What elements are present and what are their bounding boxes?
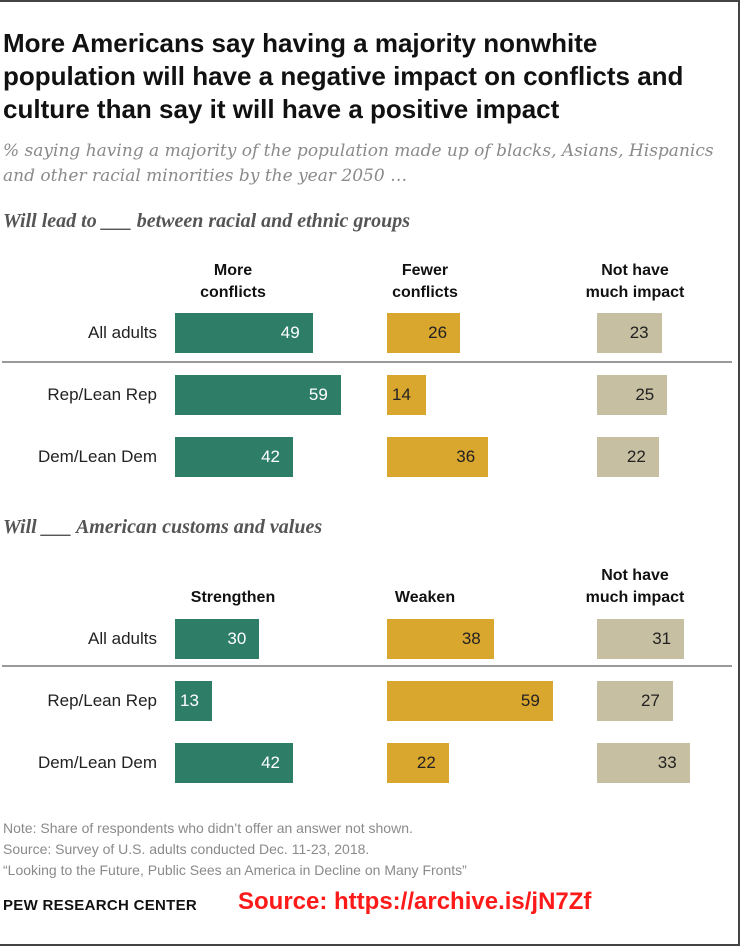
bar-fewer-conflicts-rep-lean-rep [387,375,427,415]
column-heading-line: much impact [585,589,685,606]
value-label: 42 [261,753,281,772]
bar-weaken-all-adults [387,619,494,659]
group-divider [2,361,732,363]
bar-strengthen-rep-lean-rep [175,681,212,721]
column-heading-line: much impact [585,284,685,301]
bar-not-have-much-impact-all-adults [597,313,662,353]
row-label-dem-lean-dem: Dem/Lean Dem [37,753,157,772]
value-label: 42 [261,447,281,466]
column-heading-line: Not have [601,567,669,584]
bar-not-have-much-impact-dem-lean-dem [597,437,659,477]
bar-weaken-dem-lean-dem [387,743,449,783]
bar-more-conflicts-rep-lean-rep [175,375,341,415]
column-heading-line: Fewer [401,262,449,279]
value-label: 38 [461,629,481,648]
bar-not-have-much-impact-rep-lean-rep [597,681,673,721]
value-label: 49 [280,323,300,342]
column-heading-not-have-much-impact: Not have much impact [555,565,715,609]
column-heading-line: Strengthen [190,589,276,606]
value-label: 22 [626,447,646,466]
value-label: 23 [629,323,649,342]
column-heading-strengthen: Strengthen [153,587,313,609]
right-rule [738,0,740,946]
value-label: 25 [635,385,655,404]
column-heading-not-have-much-impact: Not have much impact [555,260,715,304]
column-heading-line: Not have [601,262,669,279]
section-heading-customs: Will ___ American customs and values [3,516,323,538]
pew-logo: PEW RESEARCH CENTER [3,897,198,914]
top-rule [0,0,740,2]
source-stamp: Source: https://archive.is/jN7Zf [238,888,592,915]
column-heading-line: conflicts [392,284,458,301]
value-label: 36 [456,447,476,466]
value-label: 14 [392,385,411,404]
value-label: 22 [416,753,436,772]
value-label: 31 [652,629,672,648]
section-heading-conflicts: Will lead to ___ between racial and ethn… [3,210,411,232]
bar-fewer-conflicts-dem-lean-dem [387,437,489,477]
bar-not-have-much-impact-rep-lean-rep [597,375,668,415]
group-divider [2,665,732,667]
column-heading-weaken: Weaken [345,587,505,609]
column-heading-line: More [213,262,253,279]
value-label: 59 [308,385,328,404]
bar-fewer-conflicts-all-adults [387,313,461,353]
report-text: “Looking to the Future, Public Sees an A… [3,862,467,878]
row-label-dem-lean-dem: Dem/Lean Dem [37,447,157,466]
column-heading-line: conflicts [200,284,266,301]
value-label: 26 [428,323,448,342]
chart-title: More Americans say having a majority non… [3,28,684,124]
bar-not-have-much-impact-all-adults [597,619,685,659]
value-label: 33 [657,753,677,772]
row-label-rep-lean-rep: Rep/Lean Rep [47,385,157,404]
bar-more-conflicts-dem-lean-dem [175,437,294,477]
source-text: Source: Survey of U.S. adults conducted … [3,841,370,857]
value-label: 30 [227,629,247,648]
value-label: 27 [640,691,660,710]
bottom-rule [0,944,740,946]
note-text: Note: Share of respondents who didn’t of… [3,820,413,836]
bar-strengthen-dem-lean-dem [175,743,294,783]
bar-more-conflicts-all-adults [175,313,313,353]
row-label-rep-lean-rep: Rep/Lean Rep [47,691,157,710]
column-heading-more-conflicts: More conflicts [153,260,313,304]
value-label: 59 [520,691,540,710]
value-label: 13 [180,691,199,710]
chart-subtitle: % saying having a majority of the popula… [3,141,714,186]
column-heading-line: Weaken [394,589,456,606]
column-heading-fewer-conflicts: Fewer conflicts [345,260,505,304]
row-label-all-adults: All adults [88,629,157,648]
row-label-all-adults: All adults [88,323,157,342]
bar-not-have-much-impact-dem-lean-dem [597,743,690,783]
bar-strengthen-all-adults [175,619,260,659]
bar-weaken-rep-lean-rep [387,681,553,721]
